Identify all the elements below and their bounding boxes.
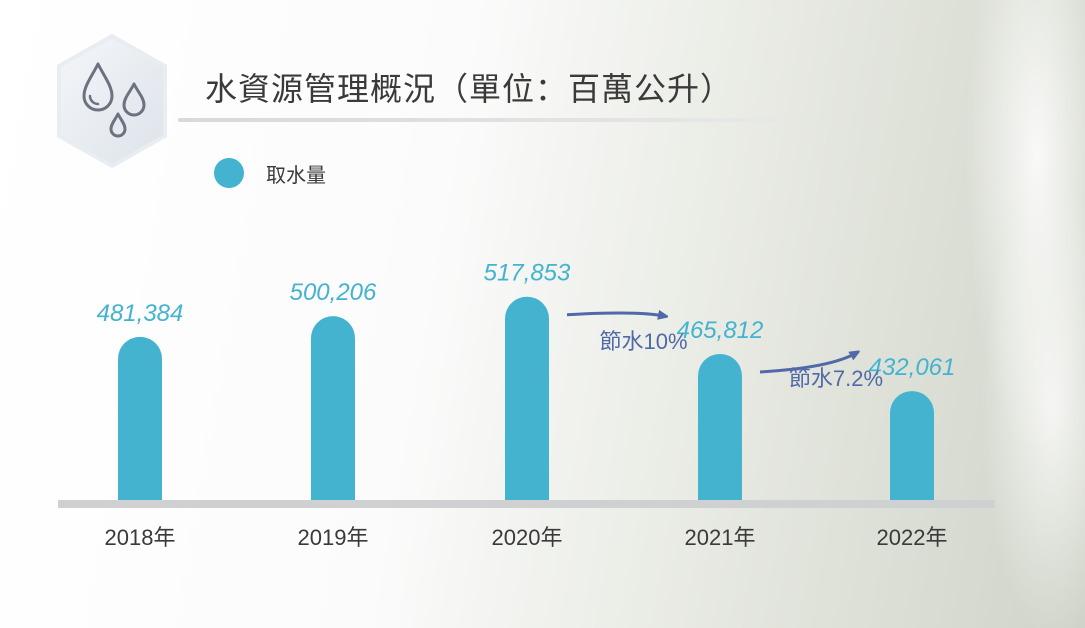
title-underline	[178, 118, 798, 122]
saving-label-0: 節水10%	[599, 329, 687, 354]
saving-arrow-1	[759, 353, 856, 374]
bar-3	[698, 354, 742, 500]
bar-4	[890, 391, 934, 500]
saving-arrow-0	[566, 313, 664, 316]
value-label-4: 432,061	[869, 354, 956, 381]
legend: 取水量	[214, 158, 326, 188]
bar-2	[505, 296, 549, 500]
x-tick-label-0: 2018年	[105, 525, 176, 550]
value-label-0: 481,384	[97, 300, 184, 327]
x-axis-line	[58, 500, 995, 508]
chart-title: 水資源管理概況（單位：百萬公升）	[205, 70, 734, 108]
legend-label: 取水量	[266, 162, 326, 187]
x-tick-label-4: 2022年	[877, 525, 948, 550]
value-label-2: 517,853	[484, 260, 571, 287]
legend-swatch	[214, 158, 244, 188]
value-label-1: 500,206	[290, 279, 377, 306]
x-tick-label-3: 2021年	[685, 525, 756, 550]
background-glow	[925, 0, 1085, 628]
saving-label-1: 節水7.2%	[789, 366, 883, 391]
bar-0	[118, 336, 162, 500]
water-drops-icon	[57, 33, 167, 169]
x-tick-label-1: 2019年	[298, 525, 369, 550]
x-tick-label-2: 2020年	[492, 525, 563, 550]
value-label-3: 465,812	[677, 317, 764, 344]
bar-1	[311, 316, 355, 500]
